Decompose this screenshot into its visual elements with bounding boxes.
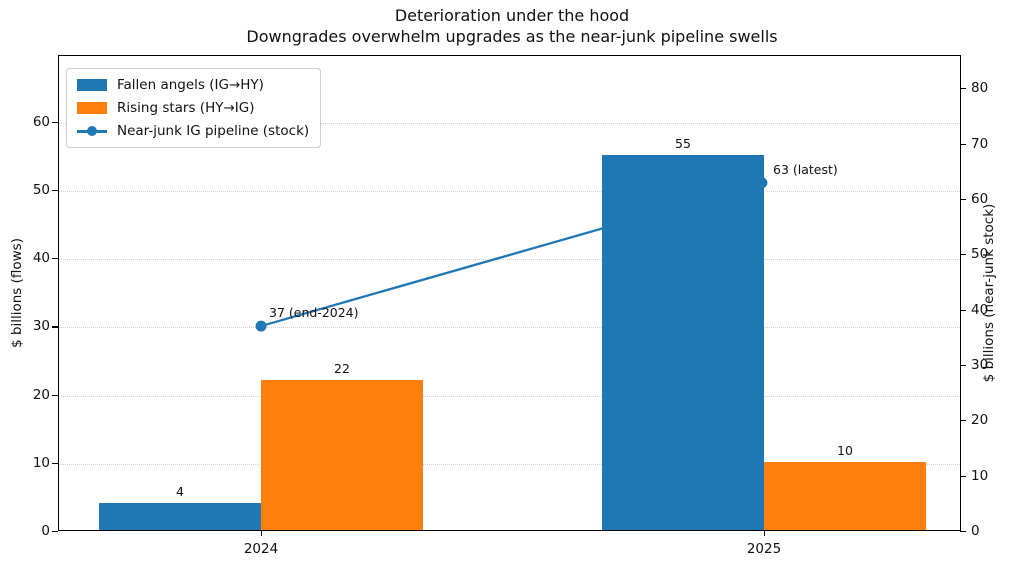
y-tick-left-0: 0 xyxy=(41,523,50,539)
y-tick-left-10: 10 xyxy=(32,454,50,471)
y-tickmark-right-40 xyxy=(960,309,966,311)
legend-item-fallen_angels: Fallen angels (IG→HY) xyxy=(77,77,309,93)
bar-rising_stars-2024 xyxy=(261,379,423,530)
y-tickmark-right-60 xyxy=(960,198,966,201)
fallen_angels-swatch-icon xyxy=(77,79,107,91)
legend-label-pipeline: Near-junk IG pipeline (stock) xyxy=(117,123,310,139)
y-tickmark-left-0 xyxy=(52,531,58,533)
legend-line-dot xyxy=(87,126,97,136)
y-tickmark-left-50 xyxy=(52,190,58,192)
gridline-50 xyxy=(59,191,960,193)
y-tickmark-right-0 xyxy=(960,531,966,533)
annotation-latest: 63 (latest) xyxy=(773,162,838,178)
gridline-30 xyxy=(59,327,960,329)
y-tick-right-20: 20 xyxy=(971,412,989,429)
legend-item-rising_stars: Rising stars (HY→IG) xyxy=(77,100,309,116)
chart-subtitle: Downgrades overwhelm upgrades as the nea… xyxy=(246,27,778,46)
pipeline-marker-2024 xyxy=(255,320,267,332)
legend-label-rising_stars: Rising stars (HY→IG) xyxy=(117,100,255,116)
y-tickmark-left-60 xyxy=(52,121,58,124)
y-tick-right-60: 60 xyxy=(971,190,989,207)
y-tick-left-30: 30 xyxy=(32,318,50,335)
plot-area: Fallen angels (IG→HY) Rising stars (HY→IG… xyxy=(33,55,988,557)
y-tickmark-left-30 xyxy=(52,326,58,328)
y-tick-right-50: 50 xyxy=(971,246,989,263)
gridline-10 xyxy=(59,463,960,465)
rising_stars-swatch-icon xyxy=(77,102,107,114)
x-tick-2024: 2024 xyxy=(243,541,279,557)
y-tick-right-10: 10 xyxy=(971,467,989,484)
y-tick-right-0: 0 xyxy=(971,523,980,539)
y-tickmark-right-20 xyxy=(960,420,966,422)
x-tickmark-2025 xyxy=(764,530,766,536)
y-tickmark-right-50 xyxy=(960,254,966,256)
y-tick-right-30: 30 xyxy=(971,356,989,373)
y-tickmark-right-70 xyxy=(960,143,966,145)
y-tickmark-left-40 xyxy=(52,258,58,260)
bar-value-rising_stars-2024: 22 xyxy=(334,360,350,376)
y-tick-right-80: 80 xyxy=(971,80,989,97)
y-tick-left-20: 20 xyxy=(32,386,50,403)
y-tick-right-70: 70 xyxy=(971,135,989,152)
x-tick-2025: 2025 xyxy=(746,541,782,557)
y-tickmark-left-10 xyxy=(52,462,58,464)
y-tick-left-40: 40 xyxy=(32,250,50,267)
y-tickmark-right-30 xyxy=(960,364,966,367)
gridline-60 xyxy=(59,122,960,124)
bar-fallen_angels-2024 xyxy=(99,502,261,530)
bar-value-fallen_angels-2024: 4 xyxy=(176,483,184,499)
bar-value-fallen_angels-2025: 55 xyxy=(675,135,691,151)
y-tickmark-right-80 xyxy=(960,88,966,90)
bar-rising_stars-2025 xyxy=(764,461,926,530)
annotation-end-2024: 37 (end-2024) xyxy=(269,305,359,321)
chart-title: Deterioration under the hood xyxy=(394,6,630,25)
y-tickmark-right-10 xyxy=(960,475,966,477)
y-tick-left-50: 50 xyxy=(32,182,50,199)
y-tickmark-left-20 xyxy=(52,394,58,396)
gridline-40 xyxy=(59,259,960,261)
bar-value-rising_stars-2025: 10 xyxy=(837,442,853,458)
y-tick-left-60: 60 xyxy=(32,113,50,130)
y-tick-right-40: 40 xyxy=(971,301,989,318)
x-tickmark-2024 xyxy=(261,530,263,536)
legend-item-pipeline: Near-junk IG pipeline (stock) xyxy=(77,123,309,139)
pipeline-line-marker-icon xyxy=(77,125,107,137)
gridline-20 xyxy=(59,395,960,397)
bar-fallen_angels-2025 xyxy=(602,154,764,530)
legend: Fallen angels (IG→HY) Rising stars (HY→IG… xyxy=(66,68,322,148)
legend-label-fallen_angels: Fallen angels (IG→HY) xyxy=(117,77,264,93)
